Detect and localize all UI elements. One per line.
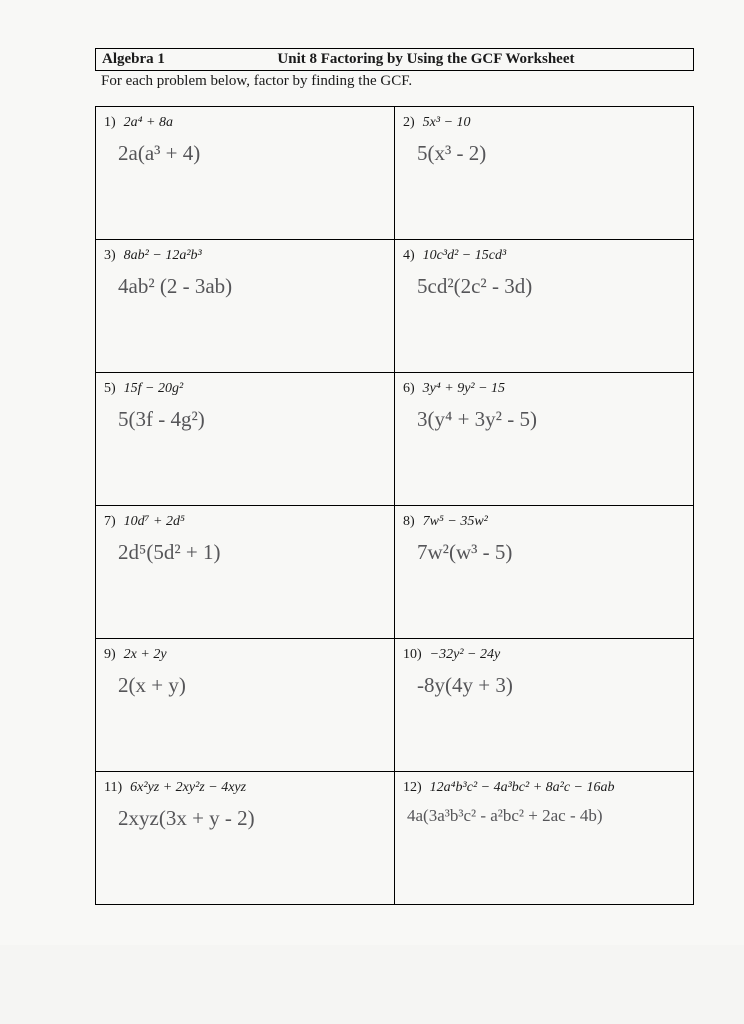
- written-answer: 3(y⁴ + 3y² - 5): [403, 397, 685, 434]
- q-number: 2): [403, 115, 415, 130]
- cell-10: 10) −32y² − 24y -8y(4y + 3): [395, 639, 694, 772]
- cell-1: 1) 2a⁴ + 8a 2a(a³ + 4): [96, 107, 395, 240]
- instructions-text: For each problem below, factor by findin…: [95, 71, 694, 100]
- cell-7: 7) 10d⁷ + 2d⁵ 2d⁵(5d² + 1): [96, 506, 395, 639]
- q-number: 9): [104, 647, 116, 662]
- written-answer: 2(x + y): [104, 663, 386, 700]
- cell-3: 3) 8ab² − 12a²b³ 4ab² (2 - 3ab): [96, 240, 395, 373]
- q-number: 8): [403, 514, 415, 529]
- cell-8: 8) 7w⁵ − 35w² 7w²(w³ - 5): [395, 506, 694, 639]
- worksheet-title: Unit 8 Factoring by Using the GCF Worksh…: [165, 51, 687, 68]
- cell-5: 5) 15f − 20g² 5(3f - 4g²): [96, 373, 395, 506]
- q-expression: 10c³d² − 15cd³: [423, 248, 506, 263]
- written-answer: 2a(a³ + 4): [104, 131, 386, 168]
- q-number: 12): [403, 780, 422, 795]
- q-expression: −32y² − 24y: [430, 647, 501, 662]
- course-label: Algebra 1: [102, 51, 165, 68]
- cell-11: 11) 6x²yz + 2xy²z − 4xyz 2xyz(3x + y - 2…: [96, 772, 395, 905]
- q-number: 11): [104, 780, 122, 795]
- cell-2: 2) 5x³ − 10 5(x³ - 2): [395, 107, 694, 240]
- q-expression: 8ab² − 12a²b³: [124, 248, 202, 263]
- cell-9: 9) 2x + 2y 2(x + y): [96, 639, 395, 772]
- q-number: 1): [104, 115, 116, 130]
- q-expression: 12a⁴b³c² − 4a³bc² + 8a²c − 16ab: [430, 780, 615, 795]
- q-expression: 7w⁵ − 35w²: [423, 514, 488, 529]
- q-expression: 3y⁴ + 9y² − 15: [423, 381, 505, 396]
- cell-6: 6) 3y⁴ + 9y² − 15 3(y⁴ + 3y² - 5): [395, 373, 694, 506]
- written-answer: 7w²(w³ - 5): [403, 530, 685, 567]
- worksheet-page: Algebra 1 Unit 8 Factoring by Using the …: [0, 0, 744, 945]
- q-expression: 5x³ − 10: [423, 115, 471, 130]
- q-expression: 15f − 20g²: [124, 381, 184, 396]
- written-answer: 4ab² (2 - 3ab): [104, 264, 386, 301]
- q-expression: 2x + 2y: [124, 647, 167, 662]
- q-expression: 10d⁷ + 2d⁵: [124, 514, 185, 529]
- written-answer: 4a(3a³b³c² - a²bc² + 2ac - 4b): [403, 796, 685, 828]
- q-expression: 6x²yz + 2xy²z − 4xyz: [130, 780, 246, 795]
- q-number: 6): [403, 381, 415, 396]
- written-answer: 2xyz(3x + y - 2): [104, 796, 386, 833]
- cell-12: 12) 12a⁴b³c² − 4a³bc² + 8a²c − 16ab 4a(3…: [395, 772, 694, 905]
- written-answer: -8y(4y + 3): [403, 663, 685, 700]
- written-answer: 5(x³ - 2): [403, 131, 685, 168]
- worksheet-header: Algebra 1 Unit 8 Factoring by Using the …: [95, 48, 694, 71]
- q-expression: 2a⁴ + 8a: [124, 115, 173, 130]
- written-answer: 5cd²(2c² - 3d): [403, 264, 685, 301]
- q-number: 5): [104, 381, 116, 396]
- problems-grid: 1) 2a⁴ + 8a 2a(a³ + 4) 2) 5x³ − 10 5(x³ …: [95, 106, 694, 905]
- written-answer: 2d⁵(5d² + 1): [104, 530, 386, 567]
- q-number: 4): [403, 248, 415, 263]
- written-answer: 5(3f - 4g²): [104, 397, 386, 434]
- q-number: 7): [104, 514, 116, 529]
- cell-4: 4) 10c³d² − 15cd³ 5cd²(2c² - 3d): [395, 240, 694, 373]
- q-number: 10): [403, 647, 422, 662]
- q-number: 3): [104, 248, 116, 263]
